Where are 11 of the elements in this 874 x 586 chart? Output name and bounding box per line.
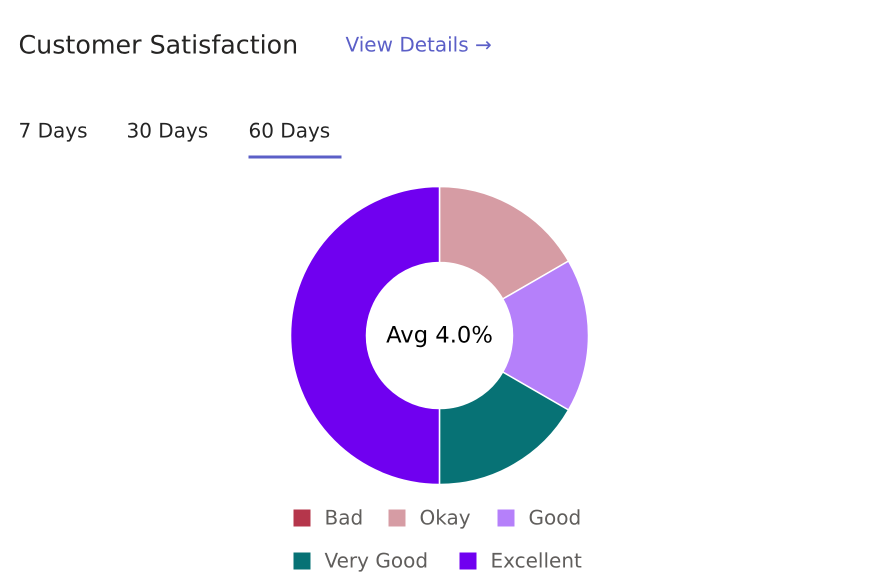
text: View Details → (346, 32, 492, 56)
chart-title: Customer Satisfaction (18, 30, 298, 60)
legend-label: Good (528, 506, 582, 530)
text: Avg 4.0% (386, 322, 493, 348)
text: 7 Days (18, 118, 88, 142)
legend-label: Excellent (490, 548, 582, 572)
legend-label: Very Good (324, 548, 428, 572)
text: 30 Days (126, 118, 208, 142)
legend-label: Okay (420, 506, 471, 530)
text: 60 Days (248, 118, 330, 142)
legend-label: Bad (324, 506, 364, 530)
